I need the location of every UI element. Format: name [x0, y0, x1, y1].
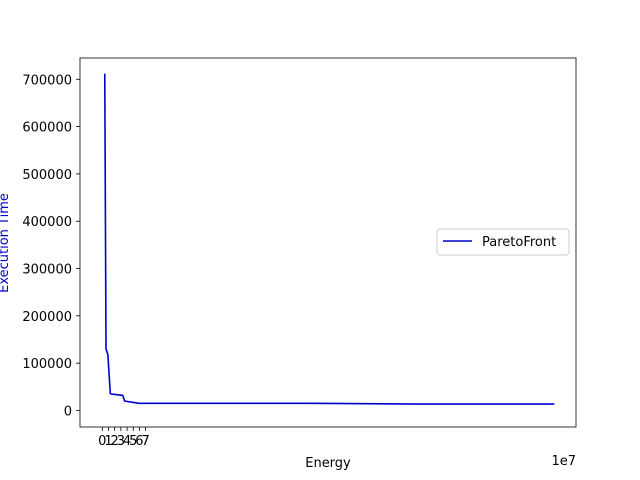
y-tick-label: 600000: [22, 121, 72, 136]
y-tick-label: 400000: [22, 215, 72, 230]
y-tick-label: 700000: [22, 73, 72, 88]
x-tick-label: 5: [129, 434, 137, 449]
x-offset-label: 1e7: [551, 454, 576, 469]
x-tick-label: 4: [123, 434, 131, 449]
legend-box: [436, 228, 570, 256]
x-tick-label: 6: [135, 434, 143, 449]
legend-label: ParetoFront: [482, 235, 556, 250]
y-axis: 0 100000 200000 300000 400000 500000 600000 700…: [22, 73, 80, 419]
y-tick-label: 100000: [22, 357, 72, 372]
y-tick-label: 300000: [22, 263, 72, 278]
legend: ParetoFront: [436, 228, 570, 256]
series-layer: [103, 73, 555, 405]
x-axis-title: Energy: [305, 456, 351, 471]
x-tick-label: 3: [117, 434, 125, 449]
x-tick-label: 1: [104, 434, 112, 449]
y-tick-label: 0: [64, 404, 72, 419]
series-line-paretofront: [103, 73, 555, 405]
x-tick-label: 0: [98, 434, 106, 449]
y-axis-title: Execution Time: [0, 193, 12, 293]
x-tick-label: 7: [141, 434, 149, 449]
x-tick-label: 2: [111, 434, 119, 449]
y-tick-label: 200000: [22, 310, 72, 325]
y-tick-label: 500000: [22, 168, 72, 183]
